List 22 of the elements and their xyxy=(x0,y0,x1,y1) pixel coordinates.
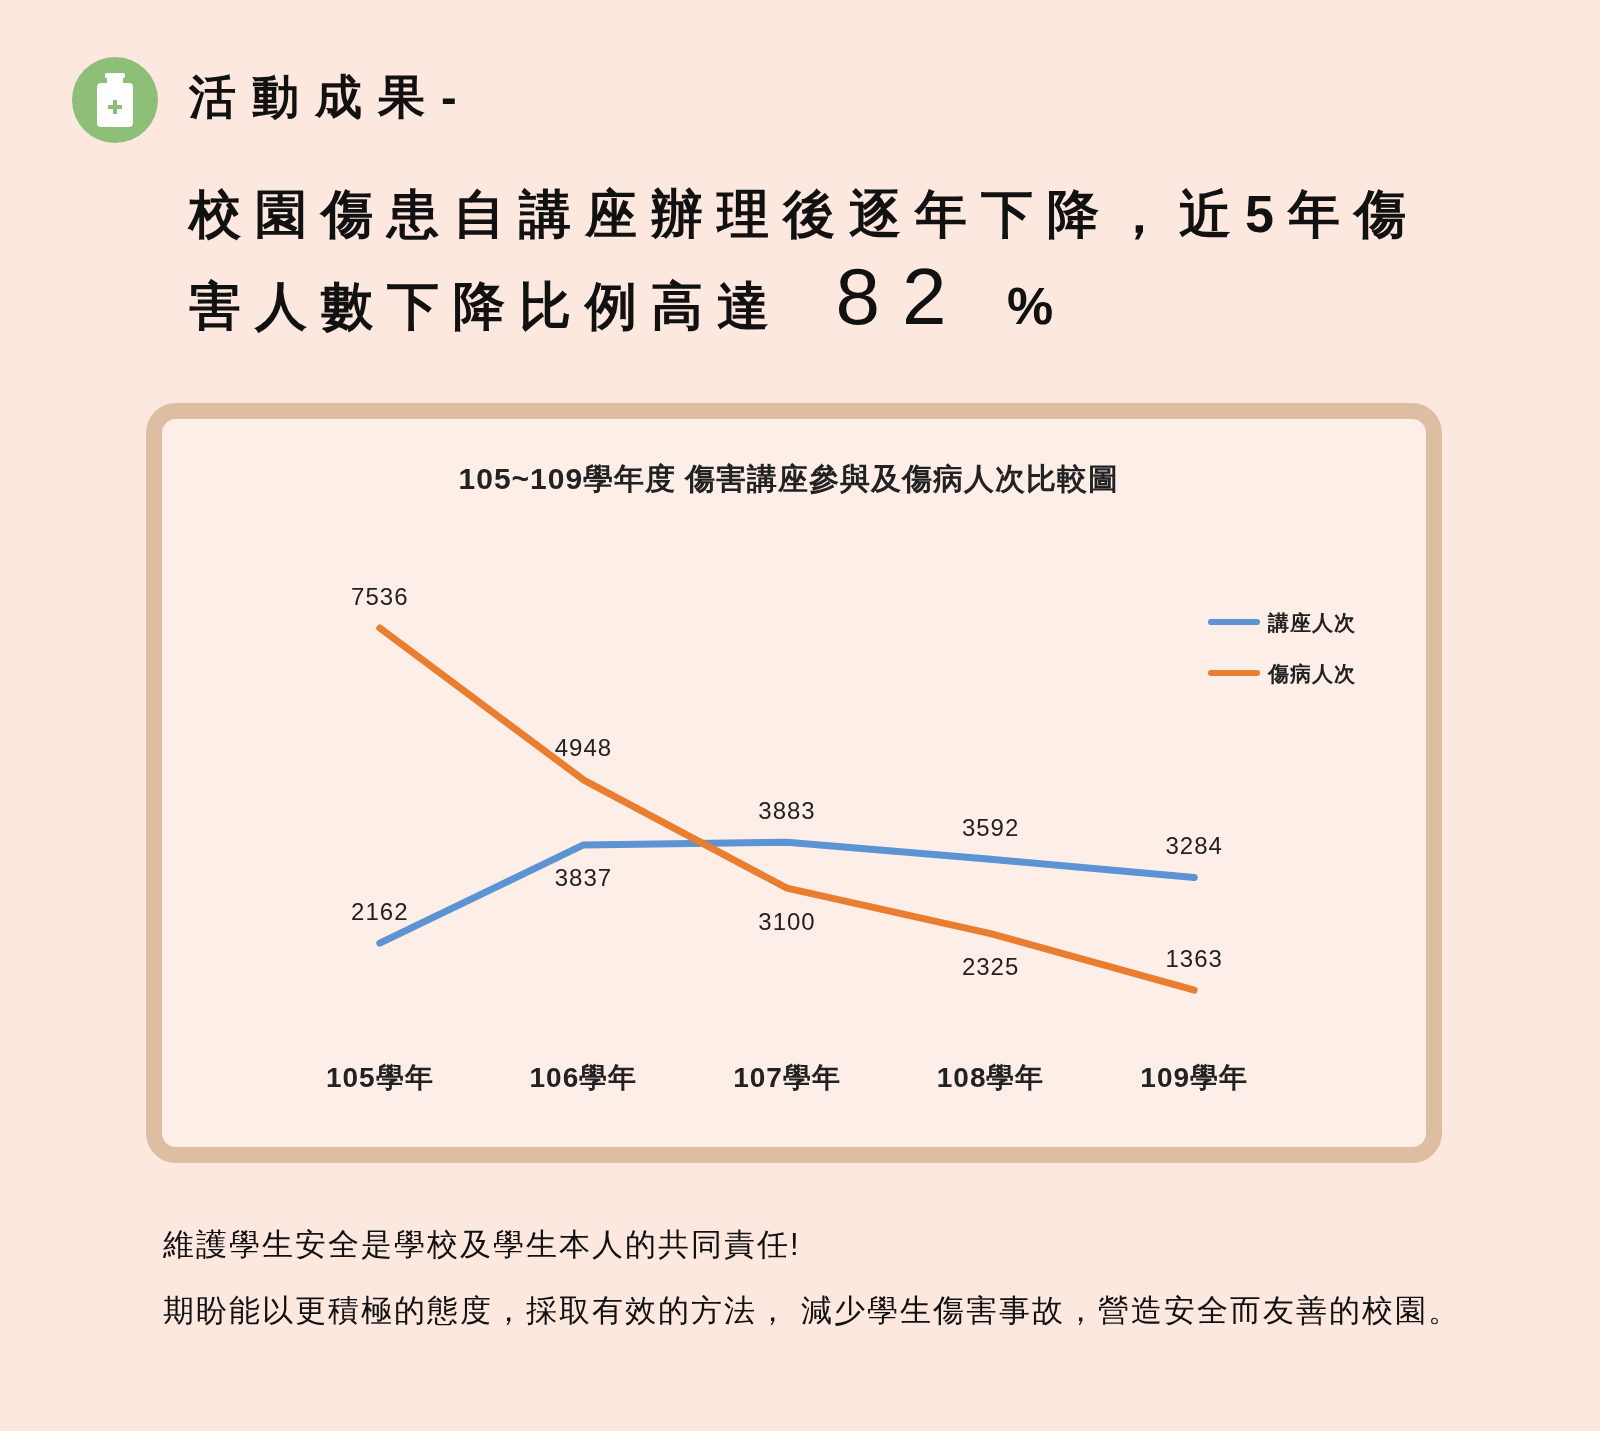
data-label: 3883 xyxy=(758,796,816,824)
text: 期盼能以更積極的態度，採取有效的方法， 減少學生傷害事故，營造安全而友善的校園。 xyxy=(163,1293,1461,1328)
data-label: 4948 xyxy=(554,734,613,762)
text: 活動成果- xyxy=(189,70,473,123)
x-tick-label: 105學年 xyxy=(325,1061,434,1093)
text: 維護學生安全是學校及學生本人的共同責任! xyxy=(163,1227,801,1262)
legend-label: 講座人次 xyxy=(1267,610,1356,634)
x-tick-label: 109學年 xyxy=(1140,1061,1249,1093)
data-label: 7536 xyxy=(351,582,409,610)
chart-title: 105~109學年度 傷害講座參與及傷病人次比較圖 xyxy=(458,461,1120,495)
data-label: 2162 xyxy=(351,897,409,925)
legend-label: 傷病人次 xyxy=(1267,661,1356,685)
data-label: 3100 xyxy=(758,907,816,935)
x-tick-label: 107學年 xyxy=(733,1061,841,1093)
data-label: 3592 xyxy=(961,813,1020,841)
x-tick-label: 108學年 xyxy=(936,1061,1045,1093)
data-label: 1363 xyxy=(1165,944,1223,972)
data-label: 3284 xyxy=(1165,831,1223,859)
data-label: 2325 xyxy=(961,953,1020,981)
data-label: 3837 xyxy=(554,864,613,892)
x-tick-label: 106學年 xyxy=(529,1061,638,1093)
text: 校園傷患自講座辦理後逐年下降，近5年傷害人數下降比例高達 82 % xyxy=(189,185,1420,341)
